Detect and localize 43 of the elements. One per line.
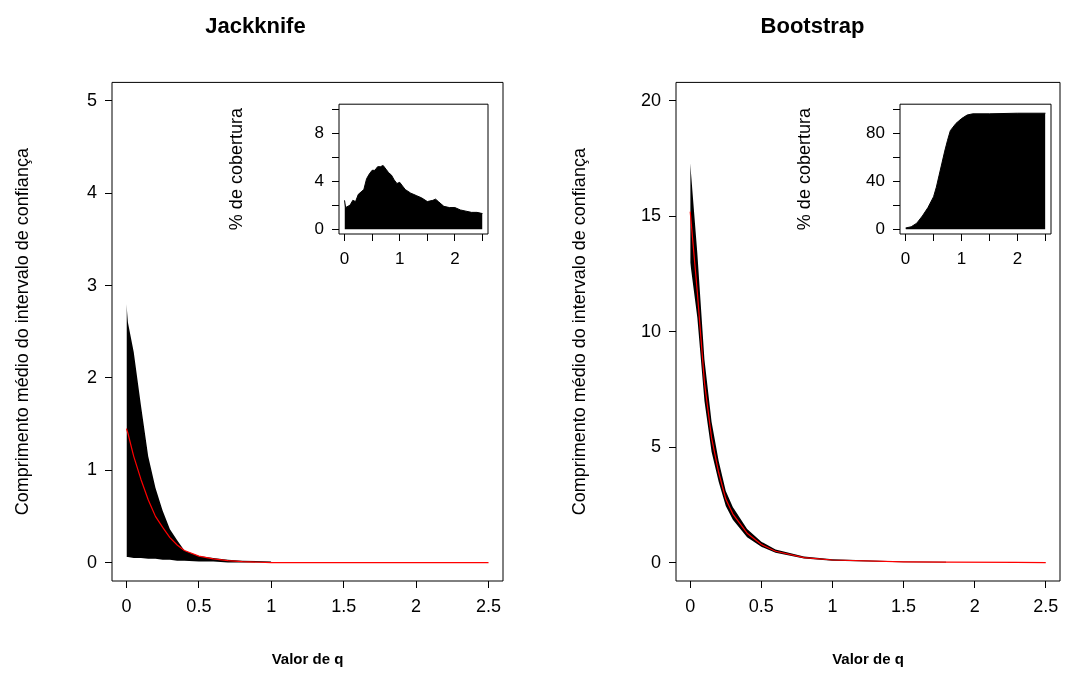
x-tick-label: 2 xyxy=(1012,248,1023,268)
x-tick-label: 0.5 xyxy=(186,595,212,616)
y-axis-title: % de cobertura xyxy=(225,107,246,231)
y-tick-label: 5 xyxy=(86,89,97,110)
x-tick-label: 2 xyxy=(450,248,460,268)
x-tick-label: 0.5 xyxy=(748,595,774,616)
y-tick-label: 0 xyxy=(650,551,661,572)
y-axis-title: % de cobertura xyxy=(793,107,814,231)
x-tick-label: 2 xyxy=(969,595,980,616)
y-tick-label: 4 xyxy=(314,170,324,190)
y-tick-label: 0 xyxy=(314,218,324,238)
x-tick-label: 0 xyxy=(685,595,696,616)
x-tick-label: 1 xyxy=(394,248,405,268)
y-tick-label: 40 xyxy=(866,170,885,190)
y-tick-label: 1 xyxy=(86,459,97,480)
y-tick-label: 3 xyxy=(86,274,97,295)
x-axis-title: Valor de q xyxy=(832,650,904,668)
y-axis-title: Comprimento médio do intervalo de confiança xyxy=(568,147,589,516)
y-tick-label: 4 xyxy=(86,182,97,203)
y-tick-label: 0 xyxy=(86,551,97,572)
x-tick-label: 1 xyxy=(827,595,838,616)
x-tick-label: 2.5 xyxy=(1033,595,1059,616)
x-axis-title: Valor de q xyxy=(271,650,344,668)
y-tick-label: 80 xyxy=(866,122,885,142)
x-tick-label: 0 xyxy=(339,248,350,268)
x-tick-label: 1.5 xyxy=(891,595,917,616)
y-tick-label: 10 xyxy=(640,320,661,341)
x-tick-label: 2 xyxy=(411,595,422,616)
y-tick-label: 8 xyxy=(314,122,324,142)
x-tick-label: 2.5 xyxy=(476,595,502,616)
x-tick-label: 1.5 xyxy=(331,595,357,616)
y-tick-label: 5 xyxy=(650,436,661,457)
chart-title: Jackknife xyxy=(205,13,306,39)
y-tick-label: 20 xyxy=(640,89,661,110)
y-tick-label: 0 xyxy=(875,218,885,238)
x-tick-label: 1 xyxy=(956,248,967,268)
x-tick-label: 0 xyxy=(121,595,132,616)
x-tick-label: 1 xyxy=(266,595,277,616)
y-tick-label: 15 xyxy=(640,205,661,226)
y-tick-label: 2 xyxy=(86,366,97,387)
x-tick-label: 0 xyxy=(900,248,911,268)
y-axis-title: Comprimento médio do intervalo de confiança xyxy=(11,147,32,516)
chart-title: Bootstrap xyxy=(760,13,865,39)
